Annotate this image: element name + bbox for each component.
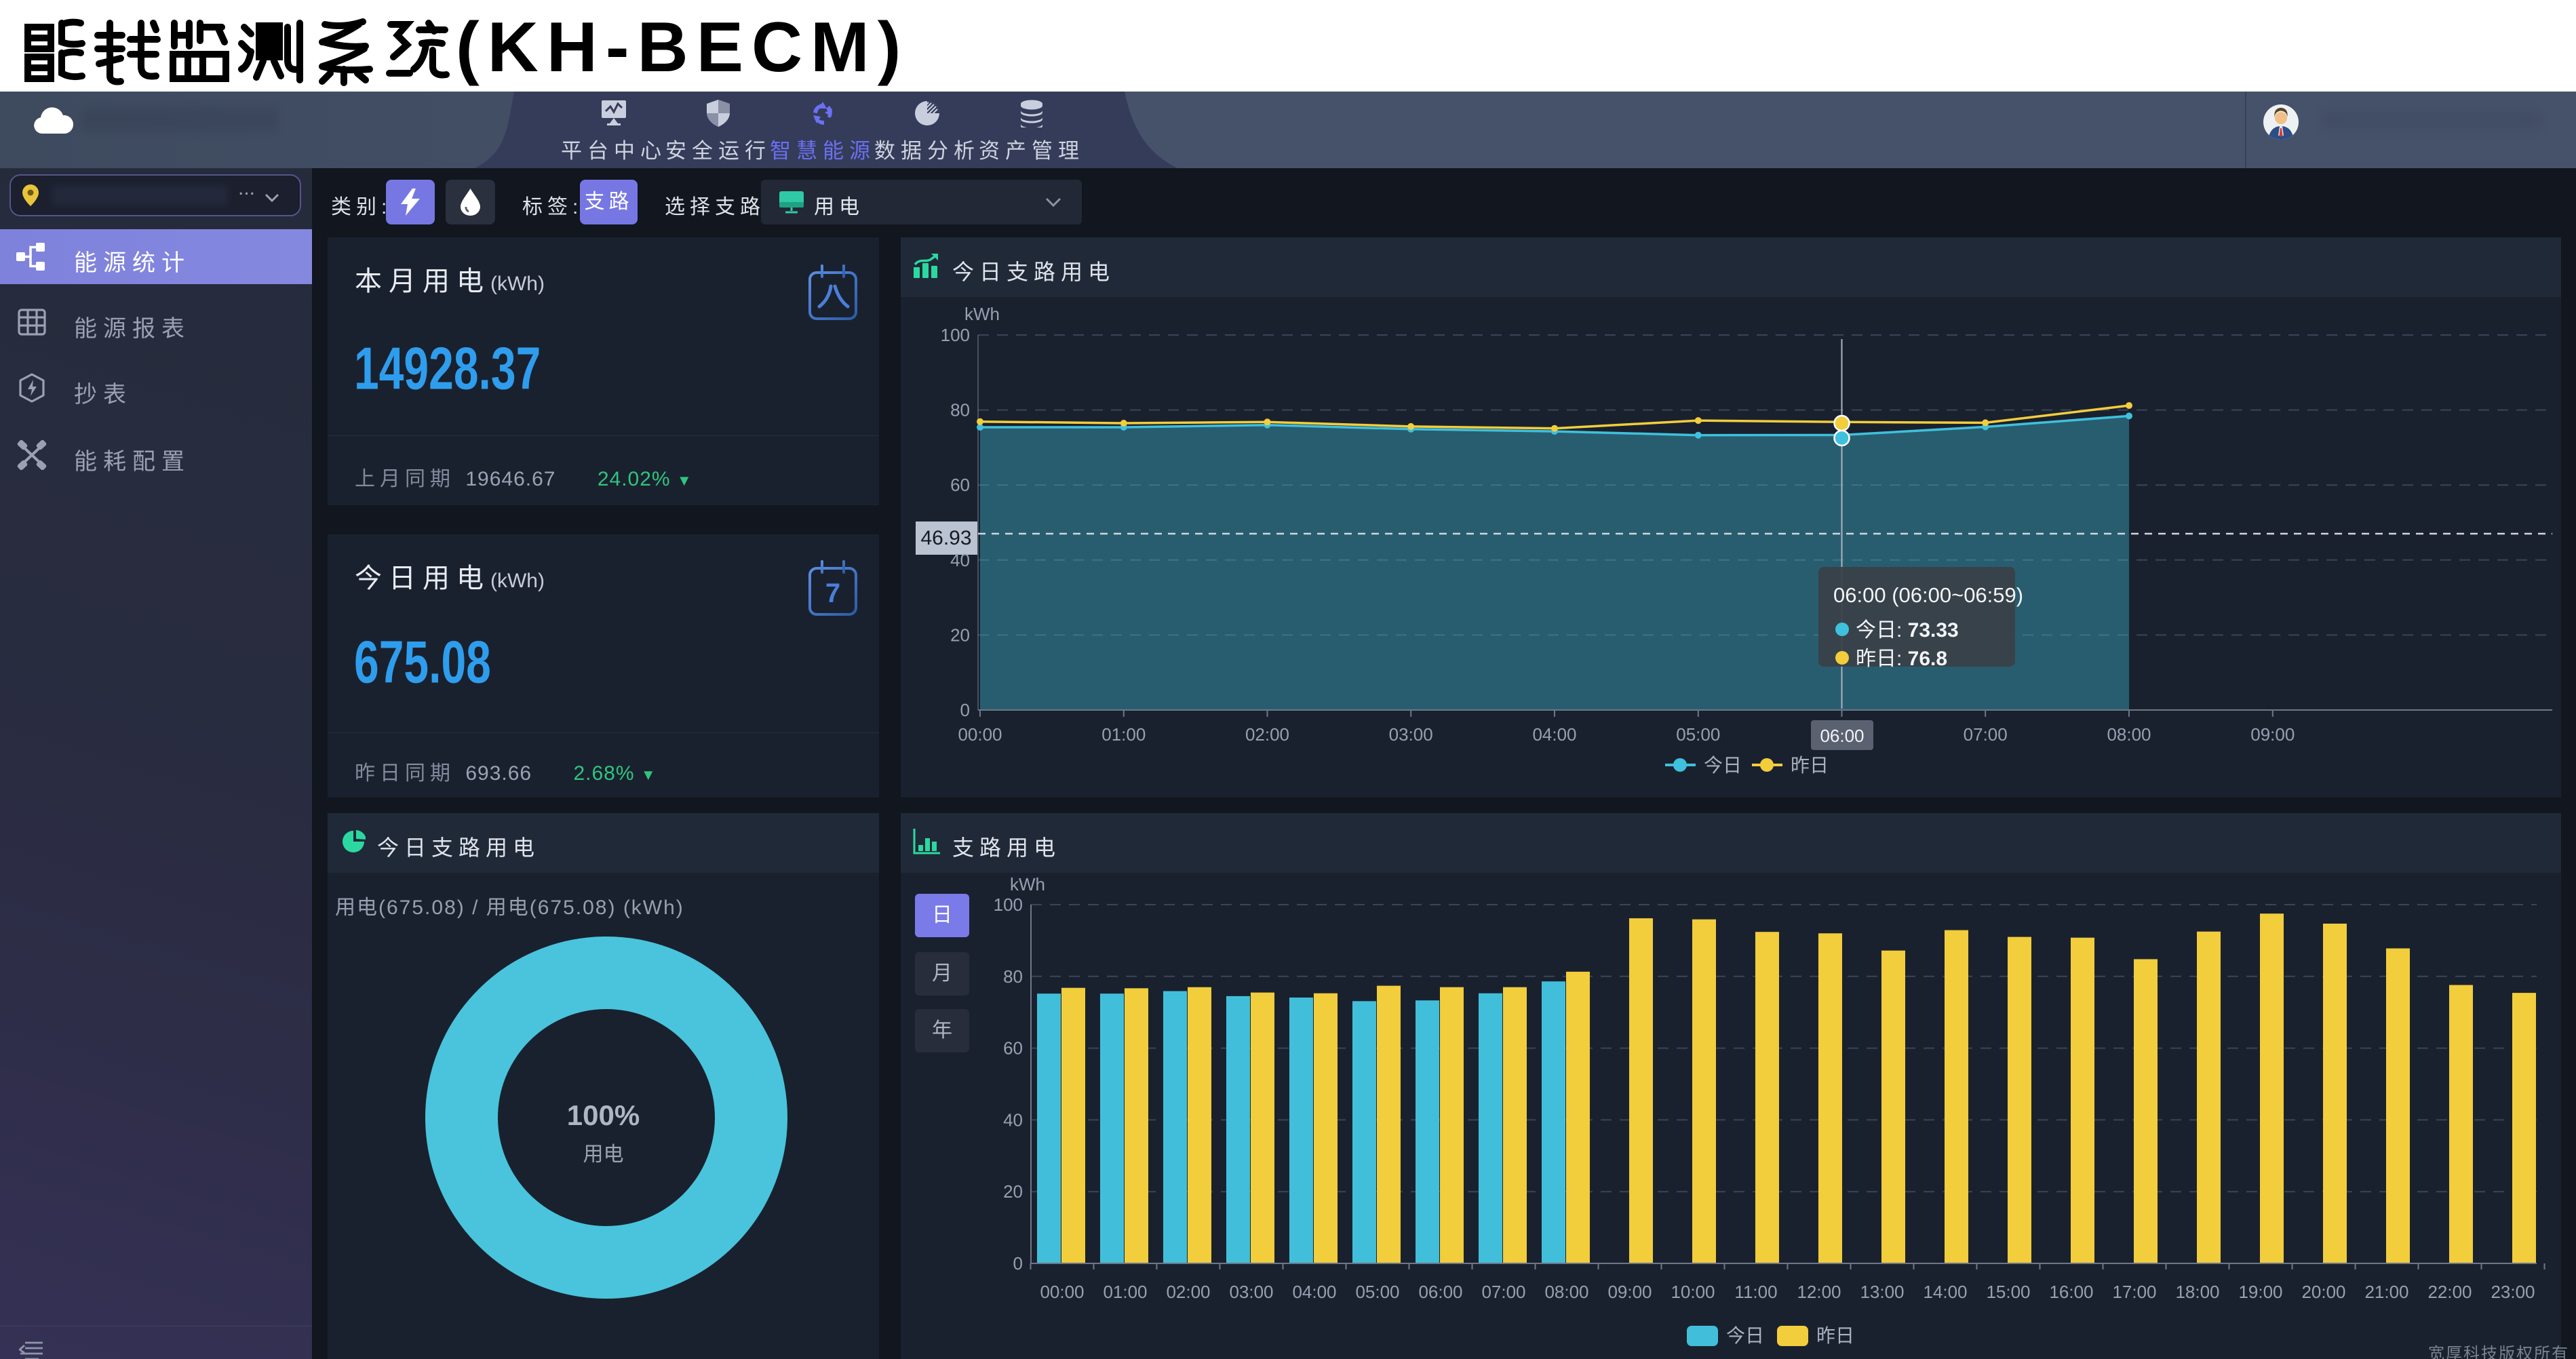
svg-text:今日: 73.33: 今日: 73.33 xyxy=(1856,619,1959,642)
svg-text:05:00: 05:00 xyxy=(1355,1282,1399,1302)
svg-text:7: 7 xyxy=(825,578,840,608)
svg-text:06:00: 06:00 xyxy=(1820,726,1864,746)
svg-text:22:00: 22:00 xyxy=(2427,1282,2472,1302)
svg-text:18:00: 18:00 xyxy=(2175,1282,2219,1302)
svg-text:昨日: 76.8: 昨日: 76.8 xyxy=(1856,648,1947,670)
svg-text:01:00: 01:00 xyxy=(1101,724,1146,745)
svg-text:21:00: 21:00 xyxy=(2364,1282,2408,1302)
svg-text:今日: 今日 xyxy=(1726,1325,1764,1346)
svg-text:14:00: 14:00 xyxy=(1923,1282,1967,1302)
svg-text:昨日: 昨日 xyxy=(1816,1325,1854,1346)
svg-text:40: 40 xyxy=(950,550,970,570)
svg-text:12:00: 12:00 xyxy=(1797,1282,1841,1302)
svg-text:46.93: 46.93 xyxy=(920,527,971,549)
svg-text:03:00: 03:00 xyxy=(1229,1282,1273,1302)
svg-text:10:00: 10:00 xyxy=(1671,1282,1715,1302)
svg-text:23:00: 23:00 xyxy=(2491,1282,2535,1302)
svg-text:20:00: 20:00 xyxy=(2301,1282,2345,1302)
svg-text:今日: 今日 xyxy=(1704,755,1742,776)
svg-text:08:00: 08:00 xyxy=(2107,724,2151,745)
svg-text:00:00: 00:00 xyxy=(1040,1282,1084,1302)
svg-text:00:00: 00:00 xyxy=(958,724,1002,745)
svg-text:80: 80 xyxy=(950,400,970,420)
svg-text:05:00: 05:00 xyxy=(1676,724,1720,745)
svg-text:0: 0 xyxy=(1013,1253,1023,1274)
svg-text:09:00: 09:00 xyxy=(1607,1282,1652,1302)
svg-text:01:00: 01:00 xyxy=(1103,1282,1147,1302)
svg-text:19:00: 19:00 xyxy=(2238,1282,2282,1302)
svg-text:06:00 (06:00~06:59): 06:00 (06:00~06:59) xyxy=(1833,583,2023,607)
svg-text:100: 100 xyxy=(941,325,970,345)
svg-text:07:00: 07:00 xyxy=(1481,1282,1525,1302)
svg-text:06:00: 06:00 xyxy=(1418,1282,1462,1302)
svg-text:0: 0 xyxy=(960,700,970,720)
svg-text:13:00: 13:00 xyxy=(1860,1282,1904,1302)
svg-text:07:00: 07:00 xyxy=(1964,724,2008,745)
svg-text:kWh: kWh xyxy=(1010,874,1045,894)
svg-text:80: 80 xyxy=(1003,966,1023,987)
svg-text:40: 40 xyxy=(1003,1109,1023,1130)
svg-text:03:00: 03:00 xyxy=(1389,724,1433,745)
svg-text:17:00: 17:00 xyxy=(2112,1282,2156,1302)
svg-text:04:00: 04:00 xyxy=(1292,1282,1336,1302)
svg-text:100: 100 xyxy=(994,894,1023,915)
svg-text:02:00: 02:00 xyxy=(1245,724,1289,745)
svg-text:kWh: kWh xyxy=(964,304,1000,324)
svg-text:15:00: 15:00 xyxy=(1986,1282,2030,1302)
svg-text:60: 60 xyxy=(1003,1038,1023,1059)
svg-text:20: 20 xyxy=(950,625,970,645)
svg-text:60: 60 xyxy=(950,475,970,495)
svg-text:04:00: 04:00 xyxy=(1532,724,1576,745)
svg-text:02:00: 02:00 xyxy=(1166,1282,1210,1302)
svg-text:11:00: 11:00 xyxy=(1734,1282,1777,1302)
svg-text:08:00: 08:00 xyxy=(1544,1282,1588,1302)
svg-text:20: 20 xyxy=(1003,1181,1023,1202)
svg-text:昨日: 昨日 xyxy=(1791,755,1829,776)
svg-text:09:00: 09:00 xyxy=(2250,724,2295,745)
svg-text:16:00: 16:00 xyxy=(2049,1282,2093,1302)
